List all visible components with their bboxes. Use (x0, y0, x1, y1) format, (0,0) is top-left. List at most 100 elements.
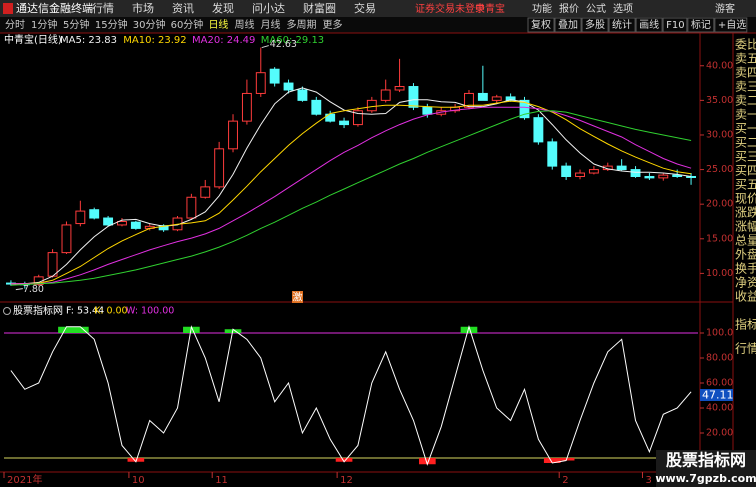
tool-button-frame (687, 17, 715, 33)
candle-body (186, 196, 197, 219)
candle-body (352, 110, 363, 126)
period-button[interactable]: 周线 (234, 18, 254, 31)
side-label: 买四 (735, 164, 756, 178)
menu-item[interactable]: 问小达 (252, 2, 285, 15)
x-tick-label: 2 (562, 475, 568, 486)
menu-item[interactable]: 报价 (559, 2, 579, 15)
x-tick-label: 2021年 (7, 473, 42, 486)
menu-item[interactable]: 资讯 (172, 2, 194, 15)
title-bar (0, 0, 756, 17)
candle-body (519, 99, 530, 119)
watermark-title: 股票指标网 (666, 451, 746, 470)
chart-title: 中青宝(日线) (4, 33, 62, 46)
overbought-mark (72, 326, 89, 333)
x-tick-label: 10 (132, 475, 145, 486)
tool-button-frame (608, 17, 636, 33)
tool-button[interactable]: 画线 (639, 18, 659, 31)
candle-body (311, 99, 322, 115)
period-button[interactable]: 月线 (260, 18, 280, 31)
side-tab[interactable]: 行情 (735, 342, 756, 356)
candle-body (588, 169, 599, 174)
line-series (10, 106, 692, 285)
login-status: 证券交易未登录 (415, 2, 485, 15)
candle-body (117, 220, 127, 226)
indicator-icon (3, 307, 11, 315)
candle-body (575, 172, 585, 177)
candle-body (228, 120, 238, 150)
candle-body (75, 210, 86, 225)
tool-button-frame (527, 17, 555, 33)
side-label: 总量 (735, 234, 756, 248)
tool-button-frame (554, 17, 582, 33)
tool-button[interactable]: 统计 (612, 18, 632, 31)
candle-body (214, 148, 225, 188)
badge-box (292, 291, 303, 303)
tool-button-frame (662, 17, 688, 33)
menu-item[interactable]: 公式 (586, 2, 606, 15)
tool-button[interactable]: 标记 (691, 19, 711, 31)
menu-item[interactable]: 发现 (212, 1, 234, 15)
side-tab[interactable]: 指标 (735, 317, 756, 332)
x-tick-label: 12 (340, 475, 353, 486)
period-button[interactable]: 5分钟 (63, 18, 89, 31)
oversold-mark (127, 458, 145, 462)
menu-item[interactable]: 行情 (92, 2, 114, 15)
tool-button[interactable]: 叠加 (558, 19, 578, 31)
tool-button[interactable]: +自选 (718, 18, 746, 31)
tool-button[interactable]: 复权 (531, 18, 551, 31)
low-label: 7.80 (23, 284, 44, 295)
side-label: 卖三 (735, 80, 756, 94)
legend-entry: MA5: 23.83 (60, 35, 117, 46)
x-tick-label: 3 (645, 475, 651, 486)
legend-entry: MA20: 24.49 (192, 35, 255, 46)
period-button[interactable]: 15分钟 (95, 18, 128, 31)
oversold-mark (419, 458, 436, 465)
line-series (10, 100, 692, 285)
indicator-legend: W: 100.00 (126, 306, 174, 317)
broker: 中青宝 (475, 2, 505, 15)
menu-item[interactable]: 功能 (532, 2, 552, 15)
candle-body (658, 174, 669, 179)
candle-body (297, 89, 308, 101)
menu-item[interactable]: 市场 (132, 1, 154, 15)
badge: 激 (293, 291, 303, 304)
period-button[interactable]: 更多 (323, 18, 343, 31)
line-series (10, 87, 692, 285)
indicator-legend: K: 0.00 (94, 306, 128, 317)
high-label: 42.63 (270, 39, 297, 50)
menu-item[interactable]: 财富圈 (303, 1, 336, 15)
app-logo (3, 3, 13, 14)
period-button[interactable]: 30分钟 (133, 18, 166, 31)
menu-item[interactable]: 交易 (354, 1, 376, 15)
candle-body (477, 92, 488, 101)
overbought-mark (460, 326, 478, 333)
app-title: 通达信金融终端 (16, 1, 93, 15)
tool-button[interactable]: 多股 (585, 18, 605, 31)
period-button[interactable]: 分时 (5, 19, 25, 31)
side-label: 卖二 (735, 94, 756, 108)
y-tick-label: 100.0 (706, 328, 733, 339)
period-button[interactable]: 日线 (208, 18, 228, 31)
y-tick-label: 25.00 (706, 164, 733, 175)
tool-button-frame (581, 17, 609, 33)
candle-body (422, 106, 433, 115)
side-label: 买二 (735, 136, 756, 150)
menu-item[interactable]: 选项 (613, 2, 633, 15)
y-tick-label: 30.00 (706, 129, 733, 140)
candle-body (394, 86, 405, 91)
y-tick-label: 15.00 (706, 233, 733, 244)
candle-body (61, 224, 72, 254)
y-tick-label: 40.00 (706, 403, 733, 414)
candle-body (491, 96, 502, 101)
tool-button[interactable]: F10 (666, 20, 684, 31)
side-label: 买三 (735, 150, 756, 164)
period-button[interactable]: 60分钟 (171, 18, 204, 31)
watermark-box (656, 450, 756, 487)
period-button[interactable]: 1分钟 (31, 18, 57, 31)
watermark-url: www.7gpzb.com (655, 472, 756, 485)
period-button[interactable]: 多周期 (287, 18, 317, 31)
user: 游客 (715, 2, 735, 15)
